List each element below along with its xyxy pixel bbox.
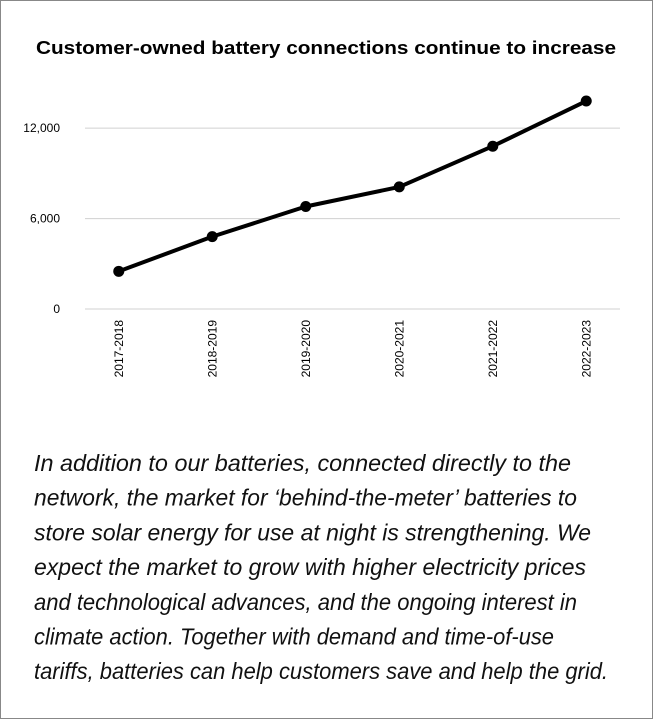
chart-title: Customer-owned battery connections conti… xyxy=(36,38,616,58)
paragraph-line: expect the market to grow with higher el… xyxy=(34,554,586,580)
data-point xyxy=(206,231,218,243)
data-point xyxy=(113,265,125,277)
paragraph-line: tariffs, batteries can help customers sa… xyxy=(34,658,608,684)
paragraph-line: and technological advances, and the ongo… xyxy=(34,589,577,615)
paragraph-line: network, the market for ‘behind-the-mete… xyxy=(34,485,577,511)
data-point xyxy=(393,181,405,193)
data-line xyxy=(118,99,588,274)
data-point xyxy=(580,95,592,107)
data-point xyxy=(300,201,312,213)
y-tick-label: 12,000 xyxy=(23,121,60,135)
y-tick-label: 0 xyxy=(53,302,60,316)
x-tick-label: 2020-2021 xyxy=(392,320,406,378)
x-tick-label: 2017-2018 xyxy=(112,320,126,378)
y-tick-label: 6,000 xyxy=(30,212,60,226)
paragraph-line: In addition to our batteries, connected … xyxy=(34,450,571,476)
data-point xyxy=(487,140,499,152)
x-tick-label: 2019-2020 xyxy=(299,320,313,378)
x-tick-label: 2021-2022 xyxy=(486,320,500,378)
x-tick-label: 2022-2023 xyxy=(579,320,593,378)
x-tick-label: 2018-2019 xyxy=(205,320,219,378)
paragraph-line: store solar energy for use at night is s… xyxy=(34,519,591,545)
paragraph-line: climate action. Together with demand and… xyxy=(34,624,554,650)
